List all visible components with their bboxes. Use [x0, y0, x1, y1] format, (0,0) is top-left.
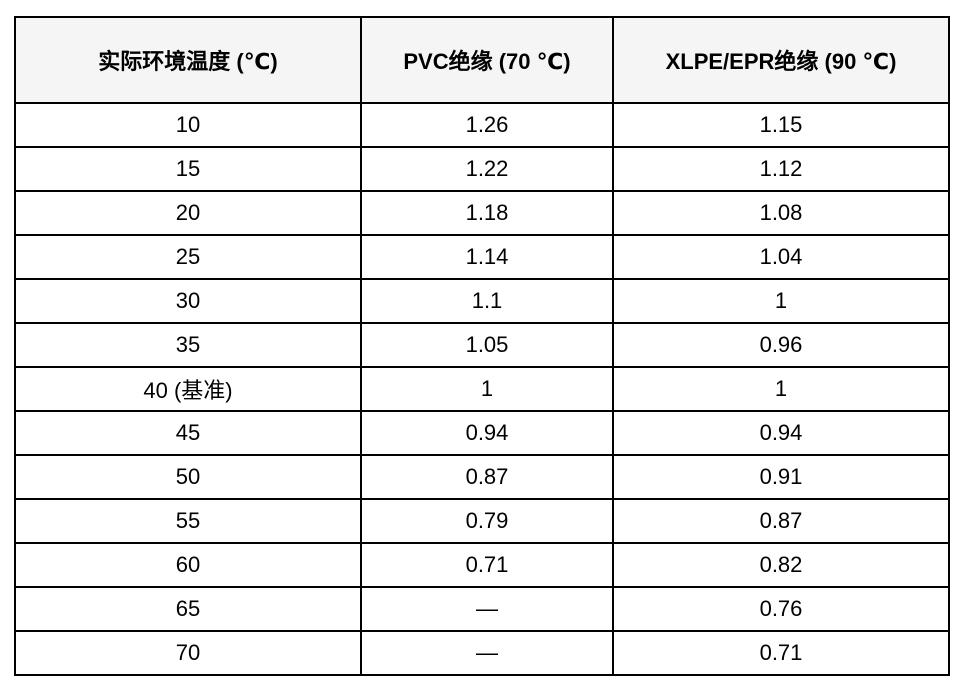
header-xlpe-epr-insulation: XLPE/EPR绝缘 (90 ℃) — [612, 16, 950, 104]
table-cell: 0.82 — [612, 542, 950, 588]
header-ambient-temperature: 实际环境温度 (℃) — [14, 16, 362, 104]
table-cell: 10 — [14, 102, 362, 148]
table-cell: 1.15 — [612, 102, 950, 148]
header-pvc-insulation: PVC绝缘 (70 ℃) — [360, 16, 614, 104]
table-cell: 1 — [612, 366, 950, 412]
table-row: 55 0.79 0.87 — [14, 498, 950, 544]
table-cell: 1.12 — [612, 146, 950, 192]
table-cell: 70 — [14, 630, 362, 676]
table-cell: 1 — [612, 278, 950, 324]
table-row: 10 1.26 1.15 — [14, 102, 950, 148]
table-body: 10 1.26 1.15 15 1.22 1.12 20 1.18 1.08 25 1.14 1.04… — [14, 102, 950, 676]
table-cell: 55 — [14, 498, 362, 544]
table-cell: 50 — [14, 454, 362, 500]
table-row: 45 0.94 0.94 — [14, 410, 950, 456]
table-cell: 60 — [14, 542, 362, 588]
table-cell: — — [360, 630, 614, 676]
table-row: 65—0.76 — [14, 586, 950, 632]
table-cell: 1 — [360, 366, 614, 412]
table-cell: 40 (基准) — [14, 366, 362, 412]
table-cell: 1.22 — [360, 146, 614, 192]
table-cell: 30 — [14, 278, 362, 324]
table-cell: 1.14 — [360, 234, 614, 280]
table-cell: 0.71 — [360, 542, 614, 588]
table-cell: 1.08 — [612, 190, 950, 236]
table-row: 50 0.87 0.91 — [14, 454, 950, 500]
table-row: 30 1.1 1 — [14, 278, 950, 324]
table-cell: 0.94 — [612, 410, 950, 456]
table-row: 70—0.71 — [14, 630, 950, 676]
table-cell: 0.96 — [612, 322, 950, 368]
table-row: 15 1.22 1.12 — [14, 146, 950, 192]
table-cell: — — [360, 586, 614, 632]
table-cell: 1.1 — [360, 278, 614, 324]
table-row: 35 1.05 0.96 — [14, 322, 950, 368]
table-cell: 1.05 — [360, 322, 614, 368]
table-cell: 35 — [14, 322, 362, 368]
table-cell: 0.87 — [360, 454, 614, 500]
table-row: 25 1.14 1.04 — [14, 234, 950, 280]
table-cell: 0.76 — [612, 586, 950, 632]
table-row: 20 1.18 1.08 — [14, 190, 950, 236]
table-cell: 25 — [14, 234, 362, 280]
table-cell: 0.87 — [612, 498, 950, 544]
table-cell: 45 — [14, 410, 362, 456]
temperature-correction-table: 实际环境温度 (℃) PVC绝缘 (70 ℃) XLPE/EPR绝缘 (90 ℃… — [14, 16, 950, 676]
table-row: 60 0.71 0.82 — [14, 542, 950, 588]
table-cell: 65 — [14, 586, 362, 632]
header-row: 实际环境温度 (℃) PVC绝缘 (70 ℃) XLPE/EPR绝缘 (90 ℃… — [14, 16, 950, 104]
table-row: 40 (基准) 1 1 — [14, 366, 950, 412]
table-cell: 1.26 — [360, 102, 614, 148]
table-cell: 0.71 — [612, 630, 950, 676]
table-cell: 15 — [14, 146, 362, 192]
table-cell: 20 — [14, 190, 362, 236]
table-cell: 0.91 — [612, 454, 950, 500]
table-cell: 0.79 — [360, 498, 614, 544]
table-cell: 1.18 — [360, 190, 614, 236]
table-cell: 1.04 — [612, 234, 950, 280]
table-cell: 0.94 — [360, 410, 614, 456]
